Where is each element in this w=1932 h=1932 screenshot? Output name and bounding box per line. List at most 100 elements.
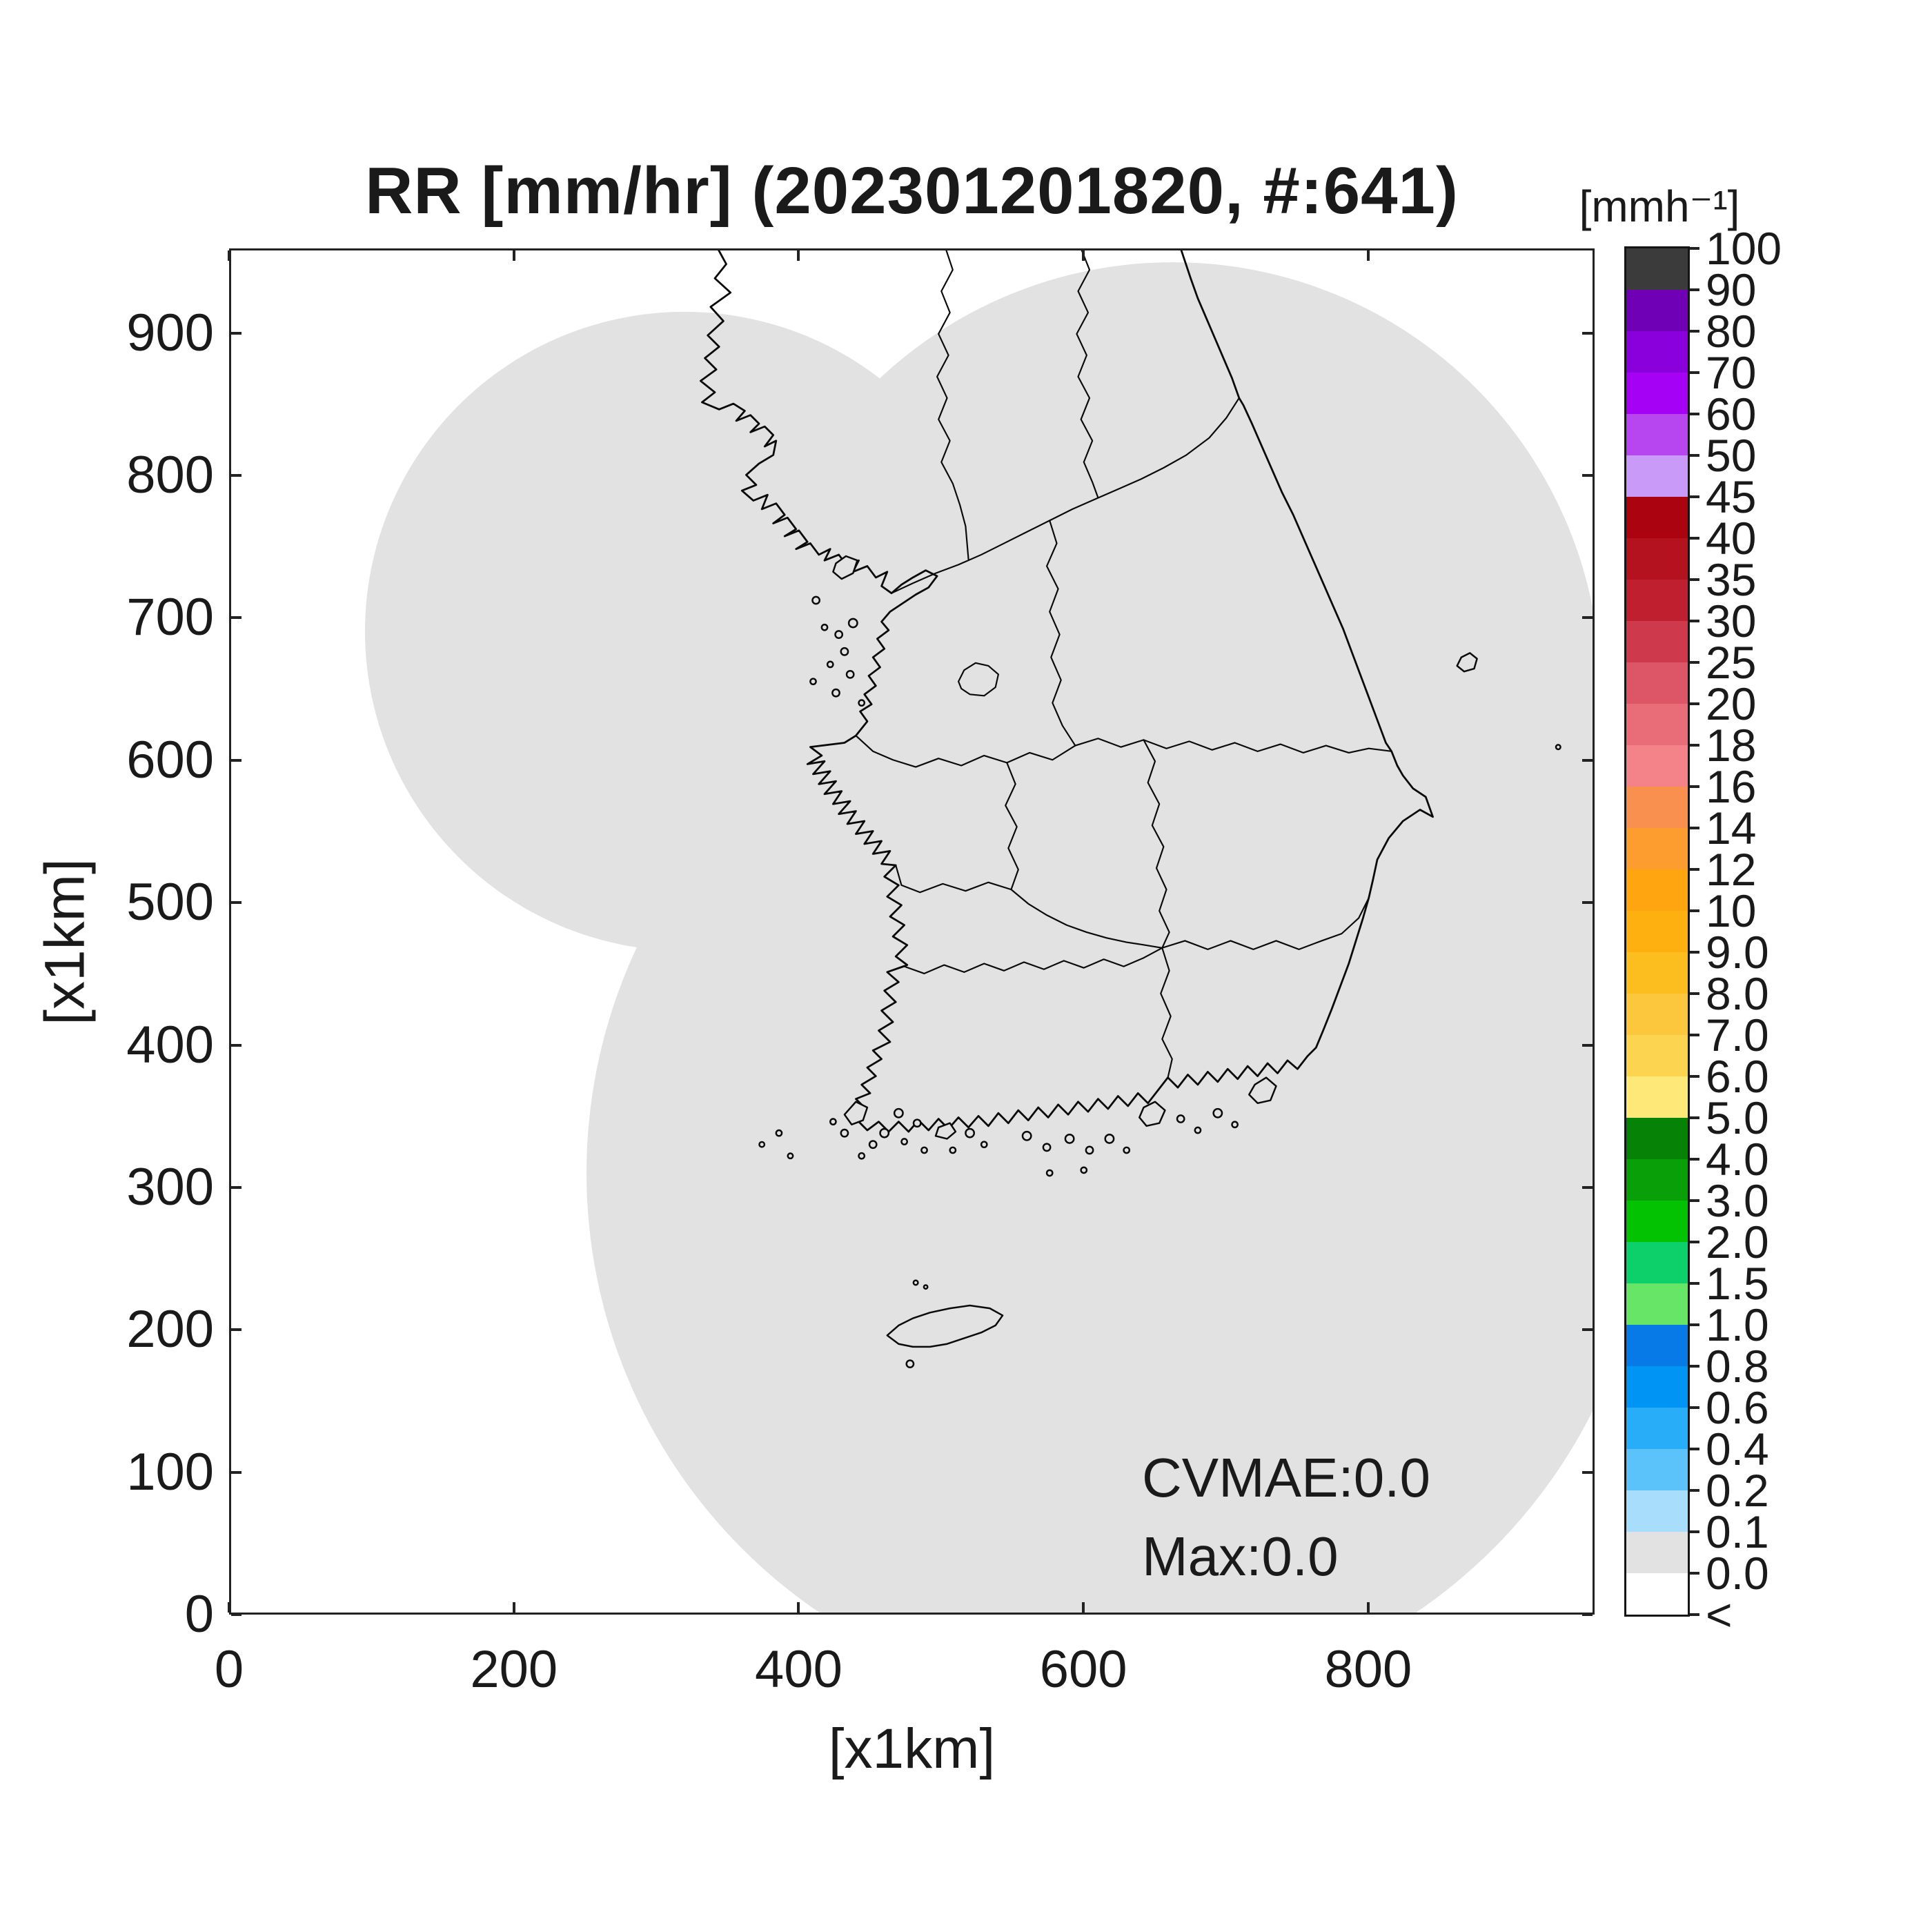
colorbar-segment: [1626, 828, 1688, 870]
ulleungdo-island: [1456, 652, 1478, 673]
y-tick-label: 900: [126, 303, 214, 362]
colorbar-tick-mark: [1688, 413, 1699, 415]
colorbar-segment: [1626, 331, 1688, 373]
y-tick-mark: [231, 1185, 241, 1189]
colorbar-tick-mark: [1688, 661, 1699, 664]
colorbar-tick-label: 10: [1706, 885, 1757, 936]
colorbar-tick-mark: [1688, 868, 1699, 871]
x-tick-mark: [1082, 1602, 1085, 1613]
x-tick-label: 600: [1039, 1640, 1127, 1699]
colorbar-tick-mark: [1688, 1034, 1699, 1036]
colorbar-tick-mark: [1688, 620, 1699, 622]
colorbar-tick-label: 0.1: [1706, 1506, 1769, 1557]
colorbar-tick-mark: [1688, 1613, 1699, 1616]
colorbar-segment: [1626, 787, 1688, 829]
colorbar-tick-label: 9.0: [1706, 927, 1769, 978]
y-tick-mark: [231, 616, 241, 620]
colorbar-tick-mark: [1688, 1530, 1699, 1533]
colorbar-tick-mark: [1688, 537, 1699, 540]
x-tick-mark-top: [512, 250, 515, 261]
colorbar-tick-mark: [1688, 1406, 1699, 1409]
colorbar-tick-label: 8.0: [1706, 968, 1769, 1019]
colorbar-tick-mark: [1688, 992, 1699, 995]
colorbar-segment: [1626, 1325, 1688, 1367]
y-tick-label: 100: [126, 1442, 214, 1501]
colorbar-tick-mark: [1688, 578, 1699, 581]
colorbar-tick-label: 18: [1706, 720, 1757, 771]
colorbar-tick-label: 0.0: [1706, 1548, 1769, 1599]
colorbar-tick-label: 25: [1706, 637, 1757, 688]
y-tick-mark-right: [1582, 474, 1593, 477]
colorbar-tick-label: 80: [1706, 306, 1757, 357]
islands: [758, 555, 1561, 1369]
y-tick-mark-right: [1582, 1613, 1593, 1616]
namhae-island: [1138, 1101, 1166, 1127]
x-tick-label: 800: [1324, 1640, 1412, 1699]
colorbar-segment: [1626, 1201, 1688, 1243]
x-tick-mark-top: [228, 250, 230, 261]
colorbar-segment: [1626, 869, 1688, 911]
x-tick-label: 400: [755, 1640, 842, 1699]
y-tick-mark-right: [1582, 331, 1593, 335]
colorbar-tick-mark: [1688, 454, 1699, 457]
y-tick-mark: [231, 901, 241, 905]
colorbar-tick-label: 45: [1706, 471, 1757, 522]
colorbar-tick-label: 0.6: [1706, 1382, 1769, 1433]
colorbar-segment: [1626, 1242, 1688, 1284]
y-tick-mark-right: [1582, 1185, 1593, 1189]
colorbar-tick-label: 100: [1706, 223, 1782, 274]
cvmae-annotation: CVMAE:0.0: [1142, 1447, 1430, 1508]
x-tick-mark: [1366, 1602, 1370, 1613]
y-tick-mark-right: [1582, 1470, 1593, 1474]
colorbar-tick-mark: [1688, 1075, 1699, 1078]
colorbar-segment: [1626, 290, 1688, 332]
colorbar-tick-mark: [1688, 288, 1699, 291]
y-tick-mark: [231, 1613, 241, 1616]
colorbar-tick-mark: [1688, 1323, 1699, 1326]
colorbar-segment: [1626, 1159, 1688, 1201]
colorbar-segment: [1626, 580, 1688, 622]
y-tick-mark: [231, 758, 241, 762]
colorbar-tick-label: 1.0: [1706, 1299, 1769, 1350]
y-tick-label: 200: [126, 1300, 214, 1359]
colorbar-segment: [1626, 1366, 1688, 1408]
plot-title: RR [mm/hr] (202301201820, #:641): [365, 154, 1459, 228]
x-tick-mark-top: [1366, 250, 1370, 261]
colorbar-segment: [1626, 1449, 1688, 1491]
colorbar-tick-label: 12: [1706, 844, 1757, 895]
colorbar-tick-label: 6.0: [1706, 1051, 1769, 1102]
ganghwa-island: [832, 555, 858, 580]
x-tick-mark: [797, 1602, 800, 1613]
max-annotation: Max:0.0: [1142, 1526, 1339, 1587]
jindo-island: [843, 1101, 869, 1126]
colorbar-segment: [1626, 248, 1688, 290]
colorbar-title: [mmh⁻¹]: [1579, 181, 1740, 231]
y-tick-mark-right: [1582, 901, 1593, 905]
wando-island: [934, 1122, 957, 1140]
colorbar-segment: [1626, 994, 1688, 1036]
geoje-island: [1248, 1076, 1277, 1105]
korea-radar-map: [364, 248, 1595, 1615]
y-tick-label: 700: [126, 588, 214, 647]
colorbar-segment: [1626, 538, 1688, 580]
colorbar-tick-label: 4.0: [1706, 1134, 1769, 1185]
colorbar-tick-mark: [1688, 1282, 1699, 1285]
colorbar-tick-mark: [1688, 785, 1699, 788]
colorbar-tick-mark: [1688, 909, 1699, 912]
colorbar-tick-label: 7.0: [1706, 1009, 1769, 1061]
colorbar-tick-mark: [1688, 330, 1699, 333]
colorbar-tick-label: 3.0: [1706, 1175, 1769, 1226]
colorbar-segment: [1626, 1408, 1688, 1450]
x-tick-label: 200: [470, 1640, 558, 1699]
colorbar-segment: [1626, 373, 1688, 415]
colorbar-tick-mark: [1688, 702, 1699, 705]
dokdo-islet: [1555, 744, 1561, 751]
colorbar-tick-mark: [1688, 1489, 1699, 1492]
colorbar-segment: [1626, 952, 1688, 994]
colorbar-tick-mark: [1688, 827, 1699, 829]
y-tick-mark: [231, 331, 241, 335]
x-tick-mark-top: [1082, 250, 1085, 261]
colorbar-segment: [1626, 1283, 1688, 1325]
colorbar-tick-label: <: [1706, 1589, 1733, 1640]
colorbar-segment: [1626, 621, 1688, 663]
